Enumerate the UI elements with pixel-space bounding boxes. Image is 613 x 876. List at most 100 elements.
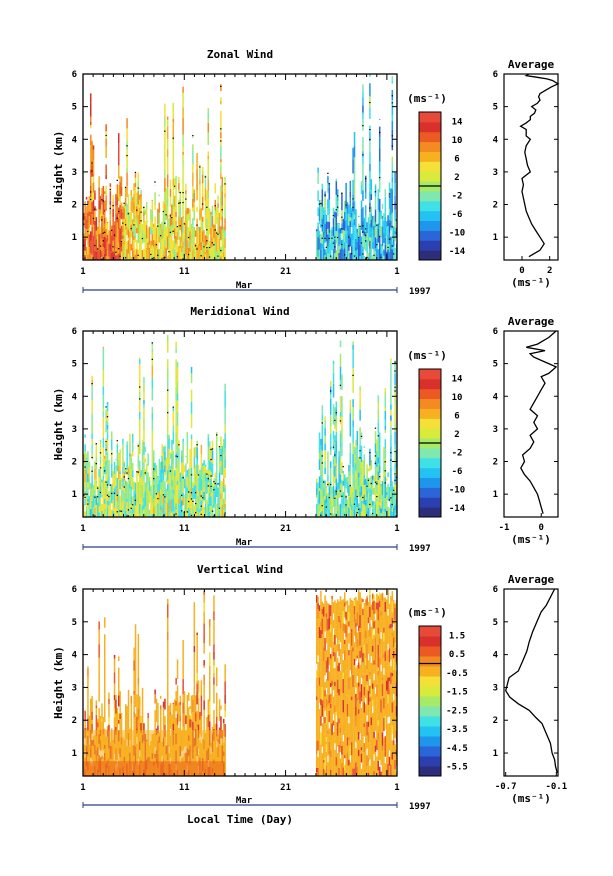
heatmap-cell <box>374 460 377 465</box>
heatmap-cell <box>108 230 110 244</box>
heatmap-cell <box>120 187 123 196</box>
heatmap-cell <box>130 510 133 517</box>
heatmap-cell <box>216 461 218 470</box>
heatmap-cell <box>190 244 193 251</box>
heatmap-cell <box>189 231 191 240</box>
heatmap-cell <box>338 744 340 753</box>
heatmap-cell <box>176 685 179 691</box>
heatmap-cell <box>334 668 336 674</box>
heatmap-cell <box>215 240 218 252</box>
heatmap-cell <box>143 392 145 401</box>
heatmap-cell <box>168 489 170 500</box>
heatmap-cell <box>334 610 336 615</box>
heatmap-cell <box>352 411 354 421</box>
heatmap-cell <box>343 660 346 674</box>
heatmap-cell <box>88 478 91 490</box>
heatmap-cell <box>209 634 211 646</box>
heatmap-cell <box>111 431 113 440</box>
heatmap-cell <box>193 226 196 238</box>
heatmap-cell <box>357 606 360 620</box>
heatmap-cell <box>206 199 208 206</box>
heatmap-cell <box>390 391 392 405</box>
heatmap-cell <box>134 224 137 239</box>
contour-dot <box>370 482 372 485</box>
heatmap-cell <box>193 248 196 255</box>
heatmap-cell <box>182 462 184 476</box>
heatmap-cell <box>341 479 343 485</box>
heatmap-cell <box>178 476 180 490</box>
heatmap-cell <box>207 488 210 497</box>
heatmap-cell <box>367 497 370 508</box>
heatmap-cell <box>388 219 391 223</box>
contour-dot <box>366 485 368 487</box>
heatmap-cell <box>87 676 89 684</box>
heatmap-cell <box>97 719 99 723</box>
heatmap-cell <box>325 608 328 614</box>
heatmap-cell <box>192 218 194 226</box>
heatmap-cell <box>346 765 349 776</box>
heatmap-cell <box>364 490 367 500</box>
heatmap-cell <box>391 169 394 177</box>
heatmap-cell <box>143 211 145 217</box>
heatmap-cell <box>341 197 343 211</box>
heatmap-cell <box>127 240 130 254</box>
heatmap-cell <box>200 444 203 455</box>
y-tick-label: 3 <box>72 168 77 178</box>
panel-title: Meridional Wind <box>190 305 289 318</box>
heatmap-cell <box>345 249 347 260</box>
heatmap-cell <box>210 247 212 260</box>
heatmap-cell <box>87 482 89 488</box>
heatmap-cell <box>150 486 152 496</box>
heatmap-cell <box>143 377 145 384</box>
contour-dot <box>106 494 109 496</box>
heatmap-cell <box>183 706 186 717</box>
heatmap-cell <box>126 186 128 198</box>
heatmap-cell <box>196 250 198 260</box>
heatmap-cell <box>189 474 191 488</box>
heatmap-cell <box>130 190 133 197</box>
heatmap-cell <box>85 206 88 212</box>
colorbar-band <box>419 151 441 162</box>
heatmap-cell <box>175 194 177 201</box>
heatmap-cell <box>341 468 343 474</box>
heatmap-cell <box>109 183 112 187</box>
heatmap-cell <box>146 471 148 480</box>
heatmap-cell <box>187 213 190 221</box>
heatmap-cell <box>147 453 149 466</box>
heatmap-cell <box>384 476 387 489</box>
heatmap-cell <box>206 253 208 260</box>
heatmap-cell <box>360 457 363 462</box>
heatmap-cell <box>359 592 361 595</box>
heatmap-cell <box>353 605 356 615</box>
heatmap-cell <box>189 239 191 249</box>
heatmap-cell <box>213 672 215 678</box>
heatmap-cell <box>113 717 116 724</box>
heatmap-cell <box>332 761 335 771</box>
heatmap-cell <box>369 83 371 91</box>
heatmap-cell <box>171 204 173 216</box>
heatmap-cell <box>356 449 359 462</box>
heatmap-cell <box>200 231 203 243</box>
heatmap-cell <box>147 221 149 223</box>
heatmap-cell <box>328 637 331 648</box>
heatmap-cell <box>325 252 328 260</box>
heatmap-cell <box>139 446 141 455</box>
contour-dot <box>373 254 375 256</box>
heatmap-cell <box>168 705 170 706</box>
heatmap-cell <box>189 248 191 252</box>
heatmap-cell <box>174 700 176 710</box>
heatmap-cell <box>320 597 322 601</box>
heatmap-cell <box>322 224 325 232</box>
heatmap-cell <box>199 495 201 505</box>
heatmap-cell <box>206 477 208 490</box>
heatmap-cell <box>138 199 141 208</box>
heatmap-cell <box>101 703 103 707</box>
heatmap-cell <box>329 747 332 751</box>
contour-dot <box>105 134 107 137</box>
heatmap-cell <box>356 498 359 508</box>
heatmap-cell <box>141 726 144 729</box>
heatmap-cell <box>158 223 161 237</box>
heatmap-cell <box>378 247 381 260</box>
heatmap-cell <box>318 627 321 639</box>
heatmap-cell <box>324 660 326 670</box>
